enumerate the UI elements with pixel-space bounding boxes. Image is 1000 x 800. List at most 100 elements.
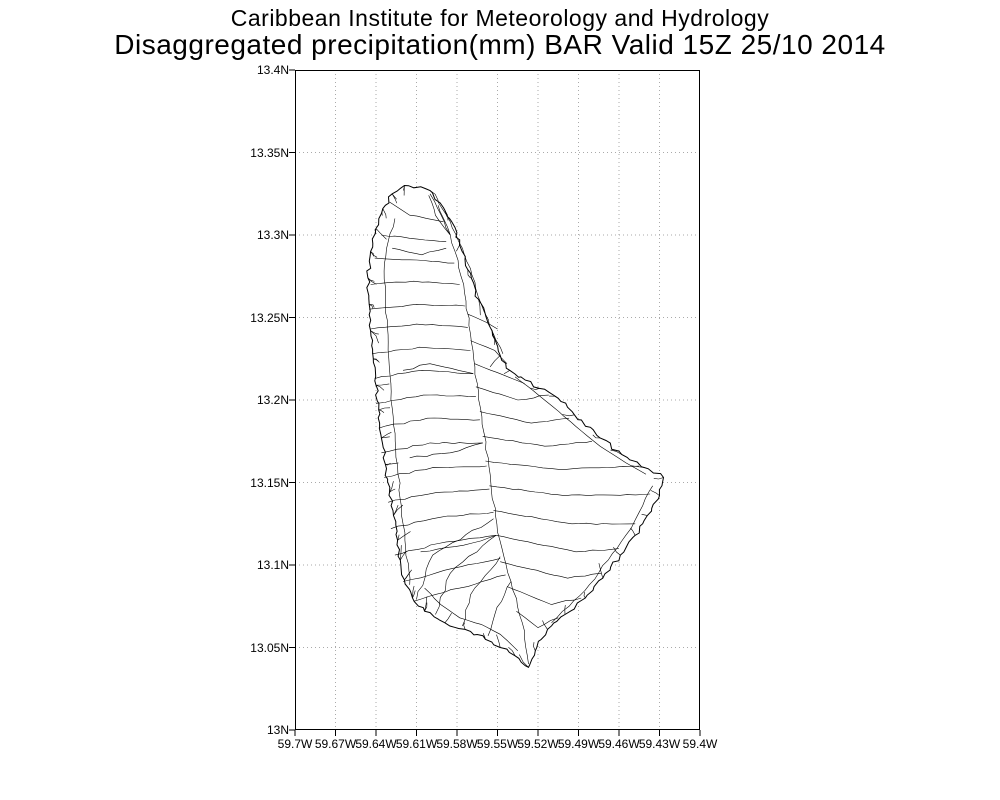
gully-line xyxy=(583,592,586,599)
lat-tick-label: 13.25N xyxy=(250,310,289,325)
watershed-boundary xyxy=(402,558,501,582)
gully-line xyxy=(444,612,452,623)
barbados-map-svg xyxy=(289,69,701,736)
gully-line xyxy=(389,481,394,493)
lat-tick-label: 13.3N xyxy=(256,228,289,242)
title-product: Disaggregated precipitation(mm) BAR Vali… xyxy=(114,29,886,60)
gully-line xyxy=(630,527,636,536)
watershed-boundary xyxy=(482,436,593,447)
gully-line xyxy=(400,550,407,561)
watershed-boundary xyxy=(489,485,651,497)
gully-line xyxy=(463,622,466,630)
watershed-boundary xyxy=(462,556,501,627)
watershed-boundary xyxy=(475,386,549,401)
coastal-gully-lines xyxy=(367,185,664,668)
gully-line xyxy=(489,355,501,368)
gully-line xyxy=(367,277,375,282)
watershed-boundary xyxy=(551,485,653,624)
gully-line xyxy=(400,545,402,561)
gully-line xyxy=(610,449,622,455)
gully-line xyxy=(381,432,392,439)
gully-line xyxy=(562,414,575,417)
gully-line xyxy=(613,546,621,556)
gully-line xyxy=(456,239,460,252)
lon-tick-label: 59.49W xyxy=(557,737,600,751)
gully-line xyxy=(369,304,375,308)
gully-line xyxy=(542,620,548,630)
gully-line xyxy=(429,190,439,201)
watershed-boundary xyxy=(381,441,483,454)
lon-tick-label: 59.46W xyxy=(598,737,640,751)
gully-line xyxy=(381,436,390,439)
watershed-boundary xyxy=(420,535,497,553)
gully-line xyxy=(381,208,384,216)
gully-line xyxy=(564,605,566,615)
gully-line xyxy=(378,407,391,411)
lon-tick-label: 59.52W xyxy=(517,737,559,751)
watershed-boundary xyxy=(416,518,494,600)
gully-line xyxy=(530,387,540,390)
gully-line xyxy=(370,330,379,344)
watershed-boundary xyxy=(378,417,480,429)
watershed-boundary xyxy=(370,280,460,285)
watershed-boundary xyxy=(424,587,519,652)
gully-line xyxy=(598,563,604,579)
gully-line xyxy=(370,330,379,335)
lat-tick-label: 13.4N xyxy=(256,63,289,77)
gully-line xyxy=(424,596,428,612)
gully-line xyxy=(389,488,396,493)
watershed-boundary xyxy=(429,193,529,665)
lon-tick-label: 59.58W xyxy=(436,737,478,751)
gully-line xyxy=(592,434,601,439)
gully-line xyxy=(412,585,415,599)
gully-line xyxy=(374,228,377,235)
watershed-boundaries xyxy=(369,193,653,665)
watershed-boundary xyxy=(428,195,451,236)
watershed-boundary xyxy=(384,465,487,478)
watershed-boundary xyxy=(374,257,455,264)
watershed-boundary xyxy=(392,247,447,256)
watershed-boundary xyxy=(413,574,506,602)
gully-line xyxy=(391,193,398,204)
watershed-boundary xyxy=(383,218,411,585)
gully-line xyxy=(478,299,481,316)
watershed-boundary xyxy=(500,561,602,579)
lon-tick-label: 59.7W xyxy=(277,737,313,751)
gully-line xyxy=(491,330,496,345)
watershed-boundary xyxy=(487,581,512,637)
lat-tick-label: 13.2N xyxy=(256,393,289,407)
watershed-boundary xyxy=(370,323,468,330)
gully-line xyxy=(519,654,529,668)
gully-line xyxy=(549,395,559,399)
watershed-boundary xyxy=(479,411,570,424)
gully-line xyxy=(397,531,411,541)
watershed-boundary xyxy=(474,363,525,384)
lat-tick-label: 13.35N xyxy=(250,145,289,160)
gully-line xyxy=(412,590,416,599)
gully-line xyxy=(397,534,400,541)
watershed-boundary xyxy=(506,586,582,605)
lon-tick-label: 59.61W xyxy=(395,737,438,751)
watershed-boundary xyxy=(390,511,494,529)
lat-tick-label: 13.05N xyxy=(250,640,289,655)
gully-line xyxy=(650,490,660,496)
gully-line xyxy=(375,384,385,391)
gully-line xyxy=(630,465,645,468)
gully-line xyxy=(482,633,486,640)
watershed-boundary xyxy=(470,340,508,364)
watershed-boundary xyxy=(389,201,444,223)
watershed-boundary xyxy=(394,535,497,556)
gully-line xyxy=(503,370,510,375)
gully-line xyxy=(403,185,405,191)
watershed-boundary xyxy=(493,510,636,525)
lon-tick-label: 59.64W xyxy=(355,737,397,751)
gully-line xyxy=(467,269,471,279)
gully-line xyxy=(496,634,501,648)
title-institution: Caribbean Institute for Meteorology and … xyxy=(230,5,770,31)
lat-tick-label: 13.1N xyxy=(256,558,289,572)
gully-line xyxy=(373,358,379,362)
gully-line xyxy=(424,602,428,612)
gully-line xyxy=(375,228,387,240)
gully-line xyxy=(382,208,387,219)
